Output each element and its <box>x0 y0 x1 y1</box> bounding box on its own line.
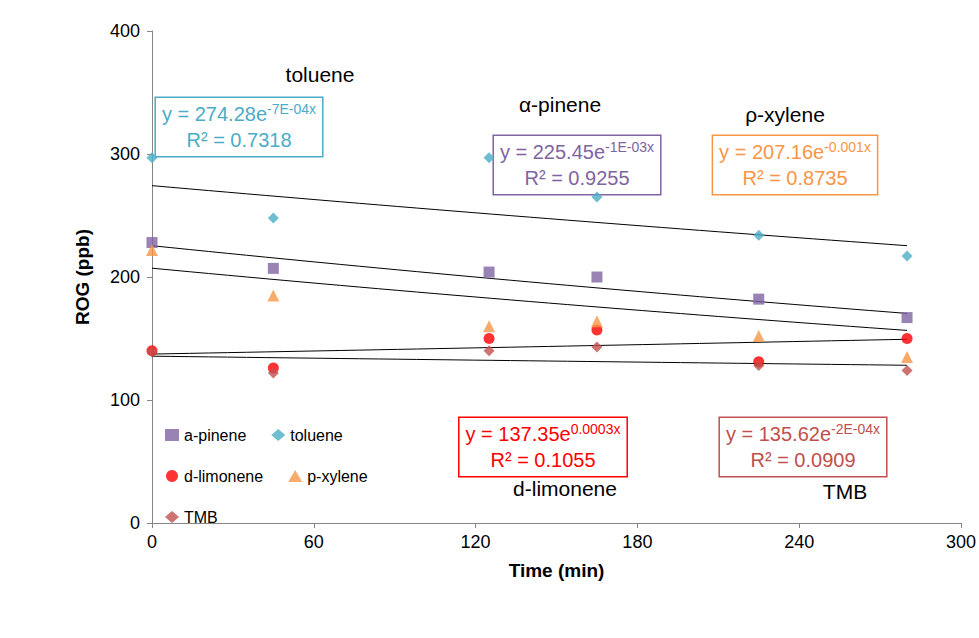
svg-text:R² = 0.8735: R² = 0.8735 <box>742 167 847 189</box>
svg-text:ROG (ppb): ROG (ppb) <box>72 229 93 325</box>
svg-text:0.0003x: 0.0003x <box>571 421 621 437</box>
svg-text:240: 240 <box>784 532 814 552</box>
svg-text:300: 300 <box>946 532 976 552</box>
svg-text:d-limonene: d-limonene <box>184 468 263 485</box>
svg-text:400: 400 <box>110 21 140 41</box>
svg-text:d-limonene: d-limonene <box>513 477 617 500</box>
svg-text:0: 0 <box>130 513 140 533</box>
svg-text:R² = 0.1055: R² = 0.1055 <box>490 449 595 471</box>
svg-text:y = 225.45e: y = 225.45e <box>500 141 605 163</box>
svg-text:-1E-03x: -1E-03x <box>605 139 654 155</box>
svg-text:Time (min): Time (min) <box>509 560 605 581</box>
svg-text:-2E-04x: -2E-04x <box>831 421 880 437</box>
svg-text:180: 180 <box>622 532 652 552</box>
svg-text:y = 135.62e: y = 135.62e <box>726 423 831 445</box>
svg-text:R² = 0.9255: R² = 0.9255 <box>524 167 629 189</box>
svg-text:α-pinene: α-pinene <box>519 93 601 116</box>
svg-text:200: 200 <box>110 267 140 287</box>
svg-text:300: 300 <box>110 144 140 164</box>
svg-text:y = 137.35e: y = 137.35e <box>466 423 571 445</box>
svg-text:y = 207.16e: y = 207.16e <box>719 141 824 163</box>
svg-text:-0.001x: -0.001x <box>824 139 871 155</box>
svg-text:y = 274.28e: y = 274.28e <box>162 103 267 125</box>
svg-text:R² = 0.0909: R² = 0.0909 <box>750 449 855 471</box>
svg-text:toluene: toluene <box>290 427 343 444</box>
svg-text:0: 0 <box>147 532 157 552</box>
svg-text:60: 60 <box>304 532 324 552</box>
svg-text:120: 120 <box>461 532 491 552</box>
svg-text:TMB: TMB <box>184 509 218 526</box>
svg-text:toluene: toluene <box>286 63 355 86</box>
svg-text:a-pinene: a-pinene <box>184 427 246 444</box>
svg-text:-7E-04x: -7E-04x <box>267 101 316 117</box>
svg-text:100: 100 <box>110 390 140 410</box>
svg-text:R² = 0.7318: R² = 0.7318 <box>186 129 291 151</box>
svg-text:p-xylene: p-xylene <box>307 468 368 485</box>
svg-text:ρ-xylene: ρ-xylene <box>745 103 825 126</box>
svg-text:TMB: TMB <box>823 480 867 503</box>
